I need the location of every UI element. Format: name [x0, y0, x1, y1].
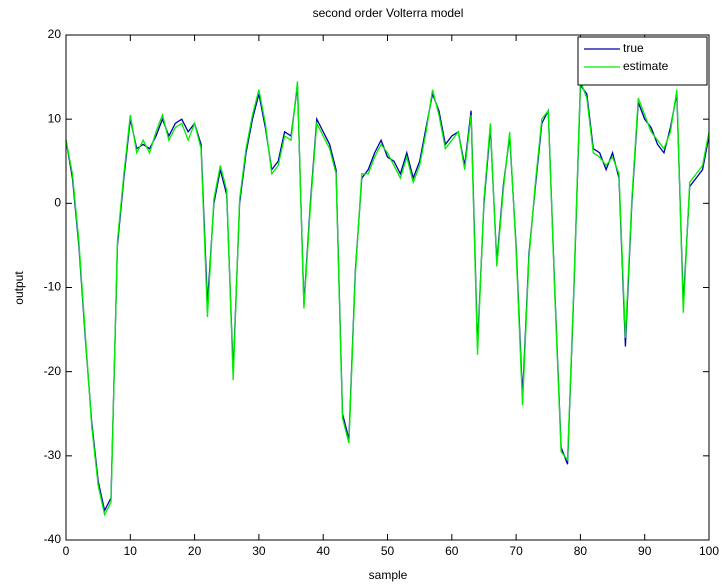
x-tick-label: 20 [188, 544, 202, 558]
y-axis-label: output [12, 271, 26, 305]
x-tick-label: 10 [124, 544, 138, 558]
x-tick-label: 70 [509, 544, 523, 558]
y-tick-label: -40 [44, 532, 62, 546]
y-tick-label: -30 [44, 448, 62, 462]
x-tick-label: 80 [574, 544, 588, 558]
x-tick-label: 60 [445, 544, 459, 558]
legend-label: estimate [623, 59, 669, 73]
y-tick-label: 20 [48, 27, 62, 41]
x-tick-label: 100 [699, 544, 719, 558]
x-tick-label: 40 [317, 544, 331, 558]
chart-title: second order Volterra model [313, 6, 464, 20]
y-tick-label: -10 [44, 280, 62, 294]
x-tick-label: 0 [63, 544, 70, 558]
y-tick-label: 10 [48, 111, 62, 125]
legend-label: true [623, 41, 644, 55]
y-tick-label: 0 [54, 196, 61, 210]
plot-frame [65, 34, 710, 541]
data-line [65, 83, 710, 513]
y-tick-label: -20 [44, 364, 62, 378]
legend-box [577, 36, 708, 86]
x-tick-label: 50 [381, 544, 395, 558]
x-tick-label: 30 [252, 544, 266, 558]
data-line [65, 81, 710, 517]
x-tick-label: 90 [638, 544, 652, 558]
x-axis-label: sample [369, 568, 408, 582]
